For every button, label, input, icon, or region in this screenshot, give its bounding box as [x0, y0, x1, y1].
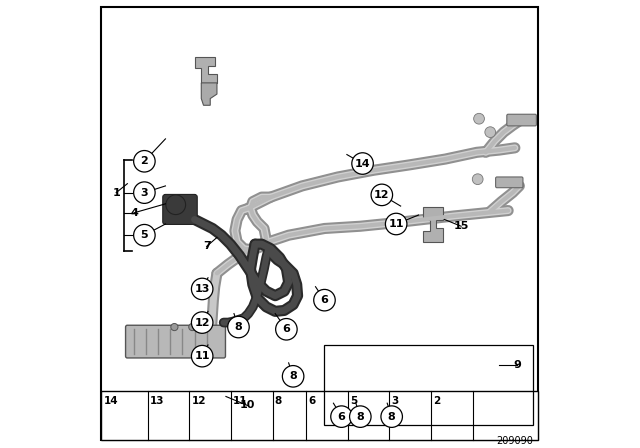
Circle shape: [204, 323, 211, 331]
Text: 8: 8: [275, 396, 282, 406]
Text: 2: 2: [141, 156, 148, 166]
Text: 5: 5: [350, 396, 357, 406]
Circle shape: [134, 224, 155, 246]
Text: 3: 3: [141, 188, 148, 198]
Bar: [324, 345, 533, 425]
Text: 3: 3: [392, 396, 399, 406]
Circle shape: [191, 278, 213, 300]
Circle shape: [472, 174, 483, 185]
Text: 8: 8: [388, 412, 396, 422]
Circle shape: [349, 406, 371, 427]
Text: 11: 11: [233, 396, 248, 406]
Circle shape: [485, 127, 495, 138]
FancyBboxPatch shape: [507, 114, 536, 126]
Text: 6: 6: [321, 295, 328, 305]
Text: 14: 14: [355, 159, 371, 168]
Text: 8: 8: [235, 322, 243, 332]
Text: 12: 12: [191, 396, 206, 406]
Circle shape: [189, 323, 196, 331]
Circle shape: [171, 323, 178, 331]
Circle shape: [276, 319, 297, 340]
Text: 15: 15: [453, 221, 469, 231]
Circle shape: [385, 213, 407, 235]
Text: 6: 6: [282, 324, 291, 334]
Text: 12: 12: [374, 190, 390, 200]
Circle shape: [166, 195, 186, 215]
Text: 13: 13: [195, 284, 210, 294]
Text: 6: 6: [337, 412, 346, 422]
Circle shape: [282, 366, 304, 387]
Circle shape: [352, 153, 373, 174]
Text: 13: 13: [150, 396, 164, 406]
FancyBboxPatch shape: [495, 177, 523, 188]
Text: 2: 2: [433, 396, 440, 406]
Circle shape: [191, 345, 213, 367]
Circle shape: [314, 289, 335, 311]
Circle shape: [331, 406, 352, 427]
Text: 1: 1: [112, 188, 120, 198]
Circle shape: [191, 312, 213, 333]
Circle shape: [134, 151, 155, 172]
Text: 8: 8: [356, 412, 364, 422]
Text: 11: 11: [195, 351, 210, 361]
Text: 12: 12: [195, 318, 210, 327]
Polygon shape: [201, 83, 217, 105]
Text: 4: 4: [130, 208, 138, 218]
Polygon shape: [423, 207, 443, 242]
Text: 7: 7: [203, 241, 211, 251]
Text: 11: 11: [388, 219, 404, 229]
FancyBboxPatch shape: [125, 325, 225, 358]
Bar: [101, 391, 538, 440]
Polygon shape: [195, 57, 217, 83]
Text: 6: 6: [308, 396, 316, 406]
Text: 5: 5: [141, 230, 148, 240]
Text: 8: 8: [289, 371, 297, 381]
Circle shape: [474, 113, 484, 124]
Circle shape: [371, 184, 392, 206]
Text: 10: 10: [240, 401, 255, 410]
FancyBboxPatch shape: [163, 194, 197, 224]
Text: 14: 14: [104, 396, 118, 406]
Circle shape: [381, 406, 403, 427]
Text: 9: 9: [513, 360, 521, 370]
Circle shape: [134, 182, 155, 203]
Text: 209090: 209090: [496, 436, 532, 446]
Circle shape: [228, 316, 249, 338]
